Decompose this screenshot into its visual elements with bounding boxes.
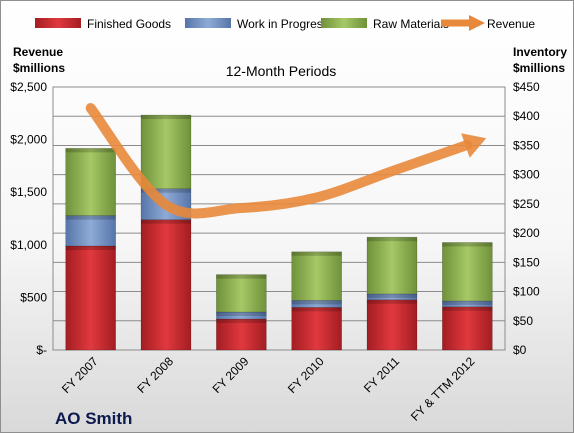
category-label: FY 2008	[134, 354, 176, 396]
bar-raw-materials	[367, 237, 417, 294]
right-tick-label: $150	[513, 255, 540, 269]
plot-border	[53, 87, 505, 350]
bar-raw-materials	[216, 275, 266, 312]
bar-finished-goods	[141, 220, 191, 350]
left-axis-title-line1: Revenue	[13, 45, 63, 59]
category-label: FY 2011	[361, 354, 402, 395]
bar-raw-materials-top-shade	[292, 252, 342, 256]
right-axis-title-line1: Inventory	[513, 45, 567, 59]
right-tick-label: $400	[513, 109, 540, 123]
legend-swatch-work-in-progress	[185, 18, 231, 28]
left-tick-label: $500	[20, 290, 47, 304]
bar-work-in-progress-top-shade	[216, 312, 266, 316]
legend-swatch-finished-goods	[35, 18, 81, 28]
right-tick-label: $100	[513, 285, 540, 299]
bar-raw-materials-top-shade	[367, 237, 417, 241]
bar-raw-materials-top-shade	[442, 242, 492, 246]
plot-area: $0 $50 $100 $150 $200 $250 $300 $350 $400 $450 $- $…	[10, 80, 540, 424]
legend-label-work-in-progress: Work in Progress	[237, 17, 329, 31]
bar-finished-goods	[442, 307, 492, 350]
legend-swatch-raw-materials	[321, 18, 367, 28]
bar-work-in-progress-top-shade	[66, 216, 116, 220]
left-tick-label: $1,000	[10, 238, 47, 252]
bar-finished-goods	[66, 246, 116, 350]
bar-finished-goods-top-shade	[367, 300, 417, 304]
bar-work-in-progress-top-shade	[292, 300, 342, 304]
bar-raw-materials	[66, 148, 116, 215]
legend-label-finished-goods: Finished Goods	[87, 17, 171, 31]
right-tick-label: $300	[513, 168, 540, 182]
left-tick-label: $2,500	[10, 80, 47, 94]
bar-finished-goods-top-shade	[66, 246, 116, 250]
left-tick-label: $-	[36, 343, 47, 357]
bar-finished-goods-top-shade	[141, 220, 191, 224]
bar-raw-materials	[141, 115, 191, 189]
bar-raw-materials	[442, 242, 492, 300]
category-label: FY & TTM 2012	[408, 354, 478, 424]
left-tick-label: $1,500	[10, 185, 47, 199]
right-tick-label: $450	[513, 80, 540, 94]
bar-raw-materials-top-shade	[66, 148, 116, 152]
bar-work-in-progress-top-shade	[367, 294, 417, 298]
company-name: AO Smith	[55, 409, 132, 428]
left-axis-title-line2: $millions	[13, 61, 65, 75]
left-tick-label: $2,000	[10, 133, 47, 147]
bar-work-in-progress	[66, 216, 116, 246]
bar-work-in-progress-top-shade	[442, 301, 492, 305]
right-tick-label: $50	[513, 314, 533, 328]
bar-finished-goods	[216, 319, 266, 350]
bar-finished-goods-top-shade	[442, 307, 492, 311]
category-label: FY 2007	[59, 354, 101, 396]
category-label: FY 2010	[285, 354, 327, 396]
bar-finished-goods-top-shade	[292, 307, 342, 311]
right-tick-label: $350	[513, 138, 540, 152]
bar-raw-materials	[292, 252, 342, 301]
bar-raw-materials-top-shade	[216, 275, 266, 279]
bar-raw-materials-top-shade	[141, 115, 191, 119]
right-tick-label: $250	[513, 197, 540, 211]
bar-finished-goods-top-shade	[216, 319, 266, 323]
category-label: FY 2009	[210, 354, 252, 396]
legend-arrowhead-revenue	[469, 15, 485, 31]
legend-label-raw-materials: Raw Materials	[373, 17, 449, 31]
right-tick-label: $0	[513, 343, 527, 357]
legend-label-revenue: Revenue	[487, 17, 535, 31]
right-axis-title-line2: $millions	[513, 61, 565, 75]
right-tick-label: $200	[513, 226, 540, 240]
chart-title: 12-Month Periods	[226, 63, 337, 79]
bar-finished-goods	[292, 307, 342, 350]
legend: Finished Goods Work in Progress Raw Mate…	[35, 15, 535, 31]
bar-finished-goods	[367, 300, 417, 350]
